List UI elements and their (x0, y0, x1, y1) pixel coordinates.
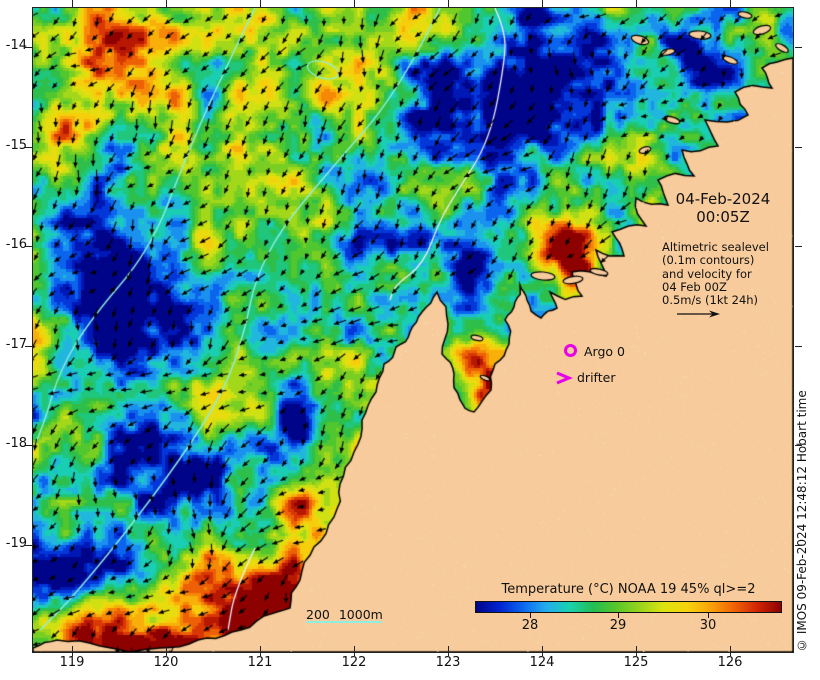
lon-tick-bottom (72, 646, 73, 656)
colorbar-gradient (475, 601, 782, 613)
lon-tick-top (448, 0, 449, 7)
lon-tick-bottom (354, 646, 355, 656)
credit-text: © IMOS 09-Feb-2024 12:48:12 Hobart time (795, 390, 809, 652)
lon-tick-label: 120 (153, 655, 179, 670)
lat-tick-right (795, 146, 802, 148)
lat-tick-left (25, 246, 32, 247)
lat-tick-label: -19 (5, 535, 27, 551)
lon-tick-top (354, 0, 355, 7)
altimetric-note-line: 0.5m/s (1kt 24h) (662, 293, 759, 308)
altimetric-note-line: and velocity for (662, 266, 752, 281)
colorbar-tick (708, 613, 709, 618)
drifter-label: drifter (577, 370, 616, 385)
lat-tick-left (25, 345, 32, 347)
lon-tick-top (730, 0, 731, 7)
lon-tick-bottom (636, 646, 637, 656)
lat-tick-label: -16 (5, 237, 27, 252)
velocity-scale-arrow-icon (677, 310, 720, 318)
lat-tick-label: -14 (5, 38, 27, 53)
colorbar-tick-label: 29 (609, 618, 627, 633)
drifter-marker-icon (556, 371, 573, 385)
altimetric-note-line: (0.1m contours) (662, 253, 755, 268)
sst-map-canvas (32, 7, 794, 653)
lon-tick-bottom (448, 646, 449, 656)
lat-tick-label: -18 (5, 436, 27, 451)
drifter-annotation: drifter (554, 370, 615, 385)
lat-tick-right (795, 445, 802, 446)
argo-label: Argo 0 (584, 344, 625, 359)
altimetric-note: Altimetric sealevel (0.1m contours) and … (662, 240, 769, 308)
timestamp-date: 04-Feb-2024 (675, 190, 771, 208)
lon-tick-label: 123 (435, 655, 461, 670)
colorbar-tick (618, 613, 619, 618)
isobath-depth-200: 200 (306, 607, 330, 622)
lon-tick-label: 124 (529, 655, 555, 670)
lon-tick-label: 122 (341, 655, 367, 670)
isobath-depth-1000: 1000m (338, 607, 383, 622)
lon-tick-top (636, 0, 637, 7)
lon-tick-bottom (166, 646, 167, 656)
lon-tick-bottom (260, 646, 261, 656)
isobath-legend-line (306, 621, 382, 623)
lat-tick-left (25, 544, 32, 546)
lon-tick-top (542, 0, 543, 7)
lat-tick-right (795, 544, 802, 546)
timestamp-time: 00:05Z (696, 208, 750, 226)
lon-tick-top (260, 0, 261, 7)
lon-tick-label: 121 (247, 655, 273, 670)
altimetric-note-line: 04 Feb 00Z (662, 279, 727, 294)
lat-tick-right (795, 47, 802, 48)
lat-tick-left (25, 47, 32, 48)
lon-tick-top (72, 0, 73, 7)
lon-tick-top (166, 0, 167, 7)
altimetric-note-line: Altimetric sealevel (662, 240, 769, 254)
lat-tick-right (795, 345, 802, 347)
lon-tick-bottom (730, 646, 731, 656)
argo-float-marker-icon (564, 344, 577, 357)
lon-tick-label: 125 (623, 655, 649, 670)
lat-tick-right (795, 246, 802, 247)
lat-tick-label: -15 (5, 137, 27, 153)
lat-tick-left (25, 146, 32, 148)
timestamp-annotation: 04-Feb-2024 00:05Z (648, 190, 798, 226)
colorbar-tick (530, 613, 531, 618)
isobath-legend: 200 1000m (306, 607, 383, 622)
lon-tick-bottom (542, 646, 543, 656)
colorbar-title: Temperature (°C) NOAA 19 45% ql>=2 (501, 582, 756, 597)
colorbar-tick-label: 30 (699, 618, 717, 633)
lon-tick-label: 126 (717, 655, 743, 670)
lat-tick-label: -17 (5, 336, 27, 352)
colorbar-tick-label: 28 (521, 618, 539, 633)
lat-tick-left (25, 445, 32, 446)
lon-tick-label: 119 (59, 655, 85, 670)
